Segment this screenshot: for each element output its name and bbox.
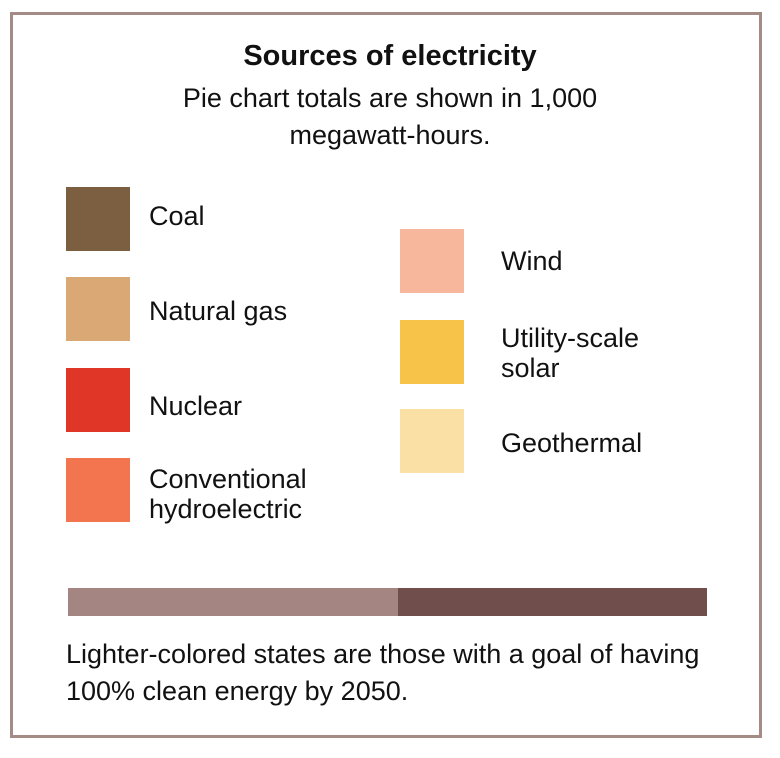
wind-label: Wind	[501, 246, 563, 276]
goal-state-color-bar	[68, 588, 398, 616]
natural-gas-label: Natural gas	[149, 296, 288, 326]
geothermal-label: Geothermal	[501, 428, 643, 458]
wind-swatch	[400, 229, 464, 293]
nuclear-swatch	[66, 368, 130, 432]
utility-scale-solar-label: Utility-scale solar	[501, 323, 640, 383]
nuclear-label: Nuclear	[149, 391, 243, 421]
coal-label: Coal	[149, 201, 205, 231]
legend-frame	[10, 12, 762, 738]
legend-title: Sources of electricity	[243, 40, 537, 72]
legend-subtitle: Pie chart totals are shown in 1,000 mega…	[182, 83, 598, 150]
other-state-color-bar	[398, 588, 707, 616]
geothermal-swatch	[400, 409, 464, 473]
footnote: Lighter-colored states are those with a …	[66, 639, 700, 706]
utility-scale-solar-swatch	[400, 320, 464, 384]
natural-gas-swatch	[66, 277, 130, 341]
conventional-hydroelectric-swatch	[66, 458, 130, 522]
coal-swatch	[66, 187, 130, 251]
conventional-hydroelectric-label: Conventional hydroelectric	[149, 464, 307, 524]
